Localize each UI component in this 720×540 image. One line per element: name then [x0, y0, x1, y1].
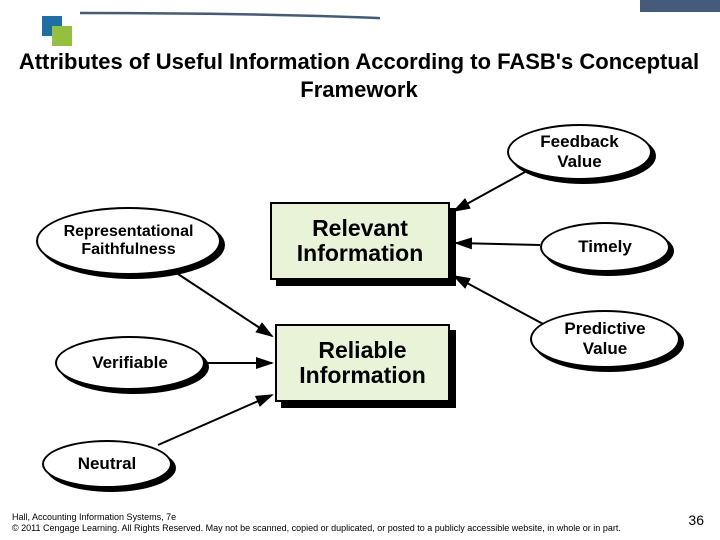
- footer-line2: © 2011 Cengage Learning. All Rights Rese…: [12, 523, 621, 533]
- box-relevant-information: RelevantInformation: [270, 202, 450, 280]
- node-timely: Timely: [540, 222, 670, 272]
- page-number: 36: [688, 512, 704, 528]
- node-feedback-value: FeedbackValue: [507, 124, 652, 180]
- node-label: Verifiable: [88, 353, 172, 373]
- node-label-line1: Predictive: [560, 319, 649, 338]
- node-label-line1: Representational: [60, 223, 198, 240]
- node-neutral: Neutral: [42, 440, 172, 488]
- logo-square-green: [52, 26, 72, 46]
- slide-title: Attributes of Useful Information Accordi…: [18, 48, 700, 103]
- node-label: Timely: [574, 237, 636, 257]
- box-label-line1: Relevant: [312, 215, 408, 241]
- node-label: Neutral: [74, 454, 141, 474]
- box-label-line2: Information: [297, 240, 424, 266]
- node-label-line2: Value: [579, 339, 631, 358]
- box-reliable-information: ReliableInformation: [275, 324, 450, 402]
- node-representational-faithfulness: RepresentationalFaithfulness: [36, 207, 221, 275]
- node-predictive-value: PredictiveValue: [530, 310, 680, 368]
- node-label-line1: Feedback: [536, 132, 622, 151]
- node-label-line2: Value: [553, 152, 605, 171]
- box-label-line2: Information: [299, 362, 426, 388]
- footer: Hall, Accounting Information Systems, 7e…: [12, 512, 700, 534]
- footer-line1: Hall, Accounting Information Systems, 7e: [12, 512, 176, 522]
- box-label-line1: Reliable: [318, 337, 406, 363]
- node-label-line2: Faithfulness: [77, 241, 179, 258]
- slide: Attributes of Useful Information Accordi…: [0, 0, 720, 540]
- top-bar: [640, 0, 720, 12]
- node-verifiable: Verifiable: [55, 336, 205, 390]
